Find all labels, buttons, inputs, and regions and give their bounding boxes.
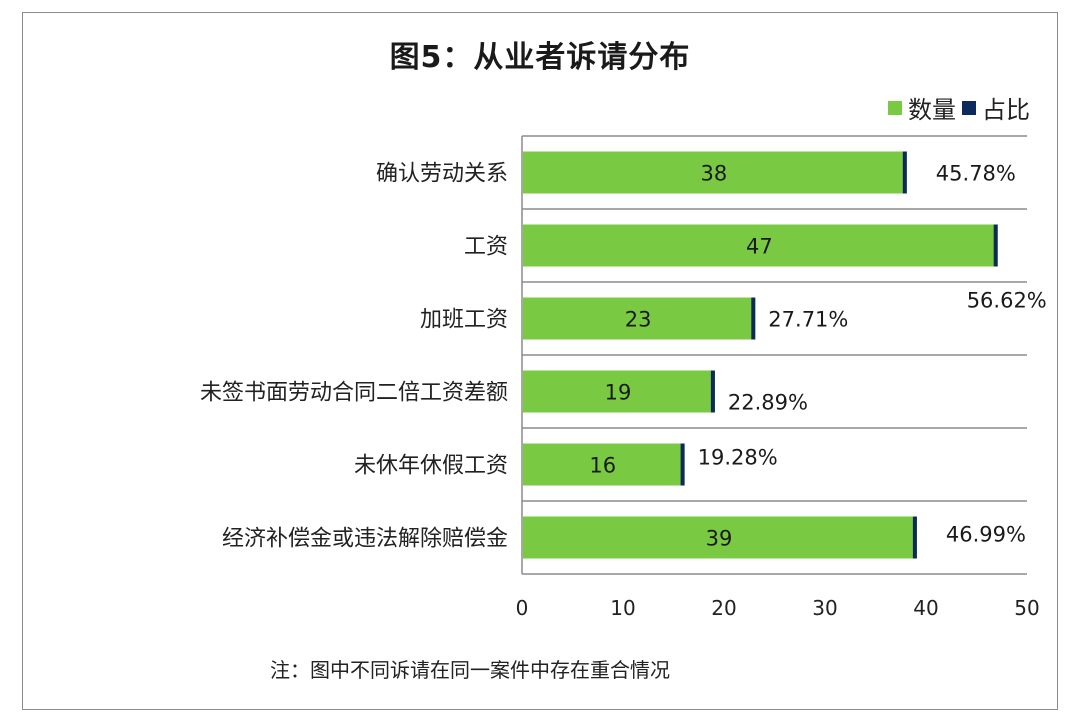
- bar-value-label: 38: [701, 162, 728, 186]
- bar-ratio-marker: [751, 297, 756, 340]
- x-tick-label: 20: [711, 596, 736, 620]
- ratio-label: 56.62%: [967, 289, 1047, 313]
- chart-legend: 数量 占比: [888, 90, 1030, 125]
- bar-value-label: 39: [706, 527, 733, 551]
- ratio-label: 27.71%: [768, 308, 848, 332]
- legend-swatch-count: [888, 100, 902, 115]
- bar-ratio-marker: [993, 224, 998, 267]
- bar-value-label: 23: [625, 308, 652, 332]
- ratio-label: 19.28%: [698, 446, 778, 470]
- ratio-label: 45.78%: [936, 162, 1016, 186]
- category-label: 加班工资: [420, 308, 508, 333]
- bar-count: [523, 370, 715, 413]
- x-tick-label: 50: [1014, 596, 1039, 620]
- legend-label-count: 数量: [908, 96, 956, 124]
- bar-count: [523, 297, 756, 340]
- bar-ratio-marker: [902, 151, 907, 194]
- chart-frame: [22, 12, 1058, 710]
- category-label: 确认劳动关系: [376, 162, 508, 187]
- bar-ratio-marker: [710, 370, 715, 413]
- category-label: 未休年休假工资: [354, 454, 508, 479]
- legend-label-ratio: 占比: [982, 96, 1030, 124]
- category-label: 经济补偿金或违法解除赔偿金: [222, 527, 508, 552]
- x-tick-label: 30: [812, 596, 837, 620]
- x-tick-label: 10: [610, 596, 635, 620]
- bar-ratio-marker: [912, 516, 917, 559]
- bar-count: [523, 224, 998, 267]
- legend-swatch-ratio: [962, 100, 976, 115]
- bar-count: [523, 151, 907, 194]
- x-tick-label: 40: [913, 596, 938, 620]
- ratio-label: 22.89%: [728, 391, 808, 415]
- bar-value-label: 19: [605, 381, 632, 405]
- chart-note: 注：图中不同诉请在同一案件中存在重合情况: [270, 658, 670, 682]
- bar-count: [523, 516, 917, 559]
- category-label: 未签书面劳动合同二倍工资差额: [200, 381, 508, 406]
- category-label: 工资: [464, 235, 508, 260]
- x-tick-label: 0: [516, 596, 529, 620]
- bar-ratio-marker: [680, 443, 685, 486]
- bar-value-label: 16: [589, 454, 616, 478]
- ratio-label: 46.99%: [946, 523, 1026, 547]
- bar-count: [523, 443, 685, 486]
- bar-value-label: 47: [746, 235, 773, 259]
- chart-title: 图5：从业者诉请分布: [389, 40, 691, 75]
